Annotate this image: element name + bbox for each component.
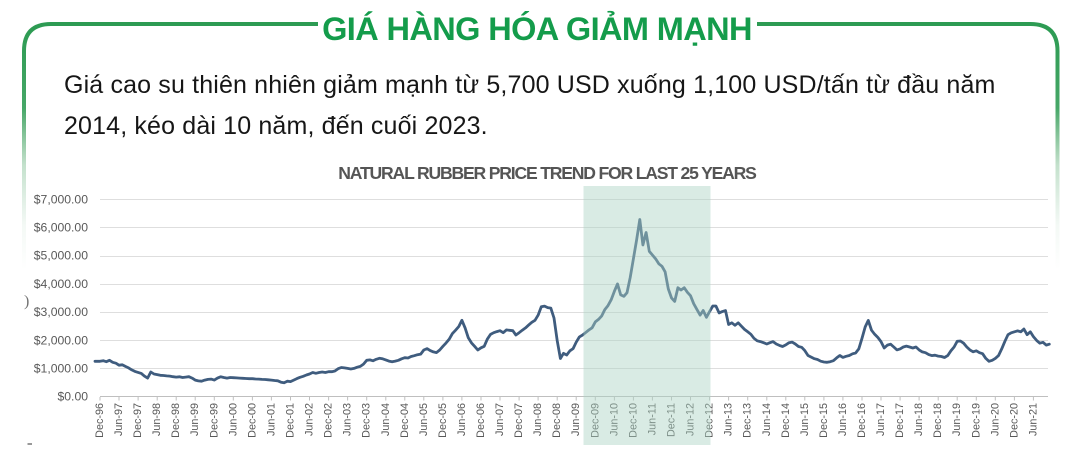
svg-text:Jun-05: Jun-05 — [418, 403, 430, 436]
svg-text:Jun-04: Jun-04 — [380, 403, 392, 436]
svg-text:Dec-00: Dec-00 — [246, 403, 258, 438]
svg-text:$0.00: $0.00 — [58, 390, 89, 404]
svg-text:Jun-03: Jun-03 — [342, 403, 354, 436]
svg-text:$3,000.00: $3,000.00 — [34, 305, 88, 319]
svg-text:Dec-08: Dec-08 — [551, 403, 563, 438]
svg-text:Dec-09: Dec-09 — [589, 403, 601, 438]
svg-text:Jun-99: Jun-99 — [189, 403, 201, 436]
svg-text:Dec-11: Dec-11 — [666, 403, 678, 437]
svg-text:Dec-10: Dec-10 — [627, 403, 639, 438]
svg-text:Dec-15: Dec-15 — [818, 403, 830, 438]
svg-text:Jun-97: Jun-97 — [113, 403, 125, 436]
svg-text:Dec-18: Dec-18 — [932, 403, 944, 438]
svg-text:Jun-13: Jun-13 — [723, 403, 735, 436]
svg-text:Jun-12: Jun-12 — [685, 403, 697, 436]
svg-text:Jun-20: Jun-20 — [989, 403, 1001, 436]
svg-text:): ) — [24, 293, 29, 310]
svg-text:Dec-04: Dec-04 — [399, 403, 411, 438]
svg-text:Dec-19: Dec-19 — [970, 403, 982, 438]
svg-text:Dec-13: Dec-13 — [742, 403, 754, 438]
svg-text:Jun-01: Jun-01 — [265, 403, 277, 436]
svg-text:Dec-03: Dec-03 — [361, 403, 373, 438]
svg-text:Dec-96: Dec-96 — [94, 403, 106, 438]
svg-text:$1,000.00: $1,000.00 — [34, 362, 88, 376]
svg-text:Dec-97: Dec-97 — [132, 403, 144, 438]
svg-text:Dec-06: Dec-06 — [475, 403, 487, 438]
svg-text:Jun-16: Jun-16 — [837, 403, 849, 436]
svg-text:Jun-21: Jun-21 — [1027, 403, 1039, 436]
svg-text:Jun-18: Jun-18 — [913, 403, 925, 436]
svg-text:Jun-00: Jun-00 — [227, 403, 239, 436]
svg-text:Dec-98: Dec-98 — [170, 403, 182, 438]
svg-text:$4,000.00: $4,000.00 — [34, 277, 88, 291]
svg-text:$6,000.00: $6,000.00 — [34, 221, 88, 235]
svg-text:Jun-98: Jun-98 — [151, 403, 163, 436]
svg-text:Dec-01: Dec-01 — [285, 403, 297, 438]
svg-text:Jun-02: Jun-02 — [304, 403, 316, 436]
svg-text:Dec-05: Dec-05 — [437, 403, 449, 438]
svg-text:Dec-99: Dec-99 — [208, 403, 220, 438]
svg-text:Dec-02: Dec-02 — [323, 403, 335, 438]
svg-text:Jun-09: Jun-09 — [570, 403, 582, 436]
svg-text:Jun-11: Jun-11 — [646, 403, 658, 435]
svg-text:Jun-17: Jun-17 — [875, 403, 887, 436]
svg-text:Dec-14: Dec-14 — [780, 403, 792, 438]
svg-text:Jun-15: Jun-15 — [799, 403, 811, 436]
svg-text:Dec-20: Dec-20 — [1008, 403, 1020, 438]
svg-text:$2,000.00: $2,000.00 — [34, 333, 88, 347]
svg-text:Jun-06: Jun-06 — [456, 403, 468, 436]
svg-text:Jun-10: Jun-10 — [608, 403, 620, 436]
svg-text:NATURAL RUBBER PRICE TREND FOR: NATURAL RUBBER PRICE TREND FOR LAST 25 Y… — [338, 163, 757, 183]
svg-text:Dec-17: Dec-17 — [894, 403, 906, 438]
svg-text:Dec-16: Dec-16 — [856, 403, 868, 438]
svg-text:Jun-19: Jun-19 — [951, 403, 963, 436]
svg-text:Dec-07: Dec-07 — [513, 403, 525, 438]
svg-text:Jun-08: Jun-08 — [532, 403, 544, 436]
svg-text:$7,000.00: $7,000.00 — [34, 192, 88, 206]
svg-text:$5,000.00: $5,000.00 — [34, 249, 88, 263]
svg-text:Jun-14: Jun-14 — [761, 403, 773, 436]
svg-text:Jun-07: Jun-07 — [494, 403, 506, 436]
svg-text:Dec-12: Dec-12 — [704, 403, 716, 438]
